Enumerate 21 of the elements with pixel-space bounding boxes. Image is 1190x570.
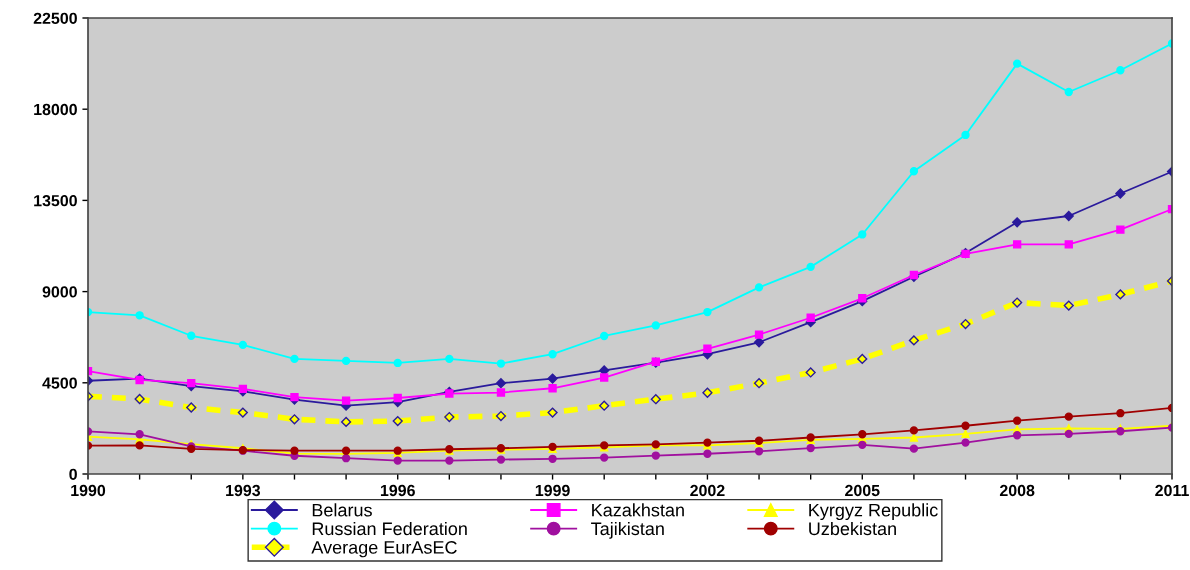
y-tick-label: 9000 bbox=[42, 286, 77, 298]
x-tick-label: 2002 bbox=[690, 484, 725, 497]
y-tick-label: 0 bbox=[69, 468, 77, 480]
legend-label: Belarus bbox=[312, 503, 372, 517]
legend-label: Uzbekistan bbox=[809, 521, 896, 536]
x-tick-label: 1996 bbox=[380, 484, 415, 497]
legend-label: Tajikistan bbox=[591, 521, 664, 539]
legend-label: Kazakhstan bbox=[592, 503, 684, 517]
x-tick-label: 1993 bbox=[226, 484, 261, 497]
y-tick-label: 13500 bbox=[34, 195, 77, 207]
x-tick-label: 1990 bbox=[71, 484, 106, 497]
y-tick-label: 18000 bbox=[34, 103, 77, 116]
legend-label: Average EurAsEC bbox=[311, 541, 457, 558]
y-tick-label: 4500 bbox=[42, 377, 77, 389]
x-tick-label: 2008 bbox=[999, 484, 1035, 497]
x-tick-label: 2005 bbox=[845, 484, 880, 497]
legend-label: Kyrgyz Republic bbox=[809, 503, 938, 521]
y-tick-label: 22500 bbox=[33, 12, 77, 24]
legend-label: Russian Federation bbox=[312, 521, 467, 536]
x-tick-label: 2011 bbox=[1155, 484, 1189, 497]
x-tick-label: 1999 bbox=[535, 484, 570, 497]
